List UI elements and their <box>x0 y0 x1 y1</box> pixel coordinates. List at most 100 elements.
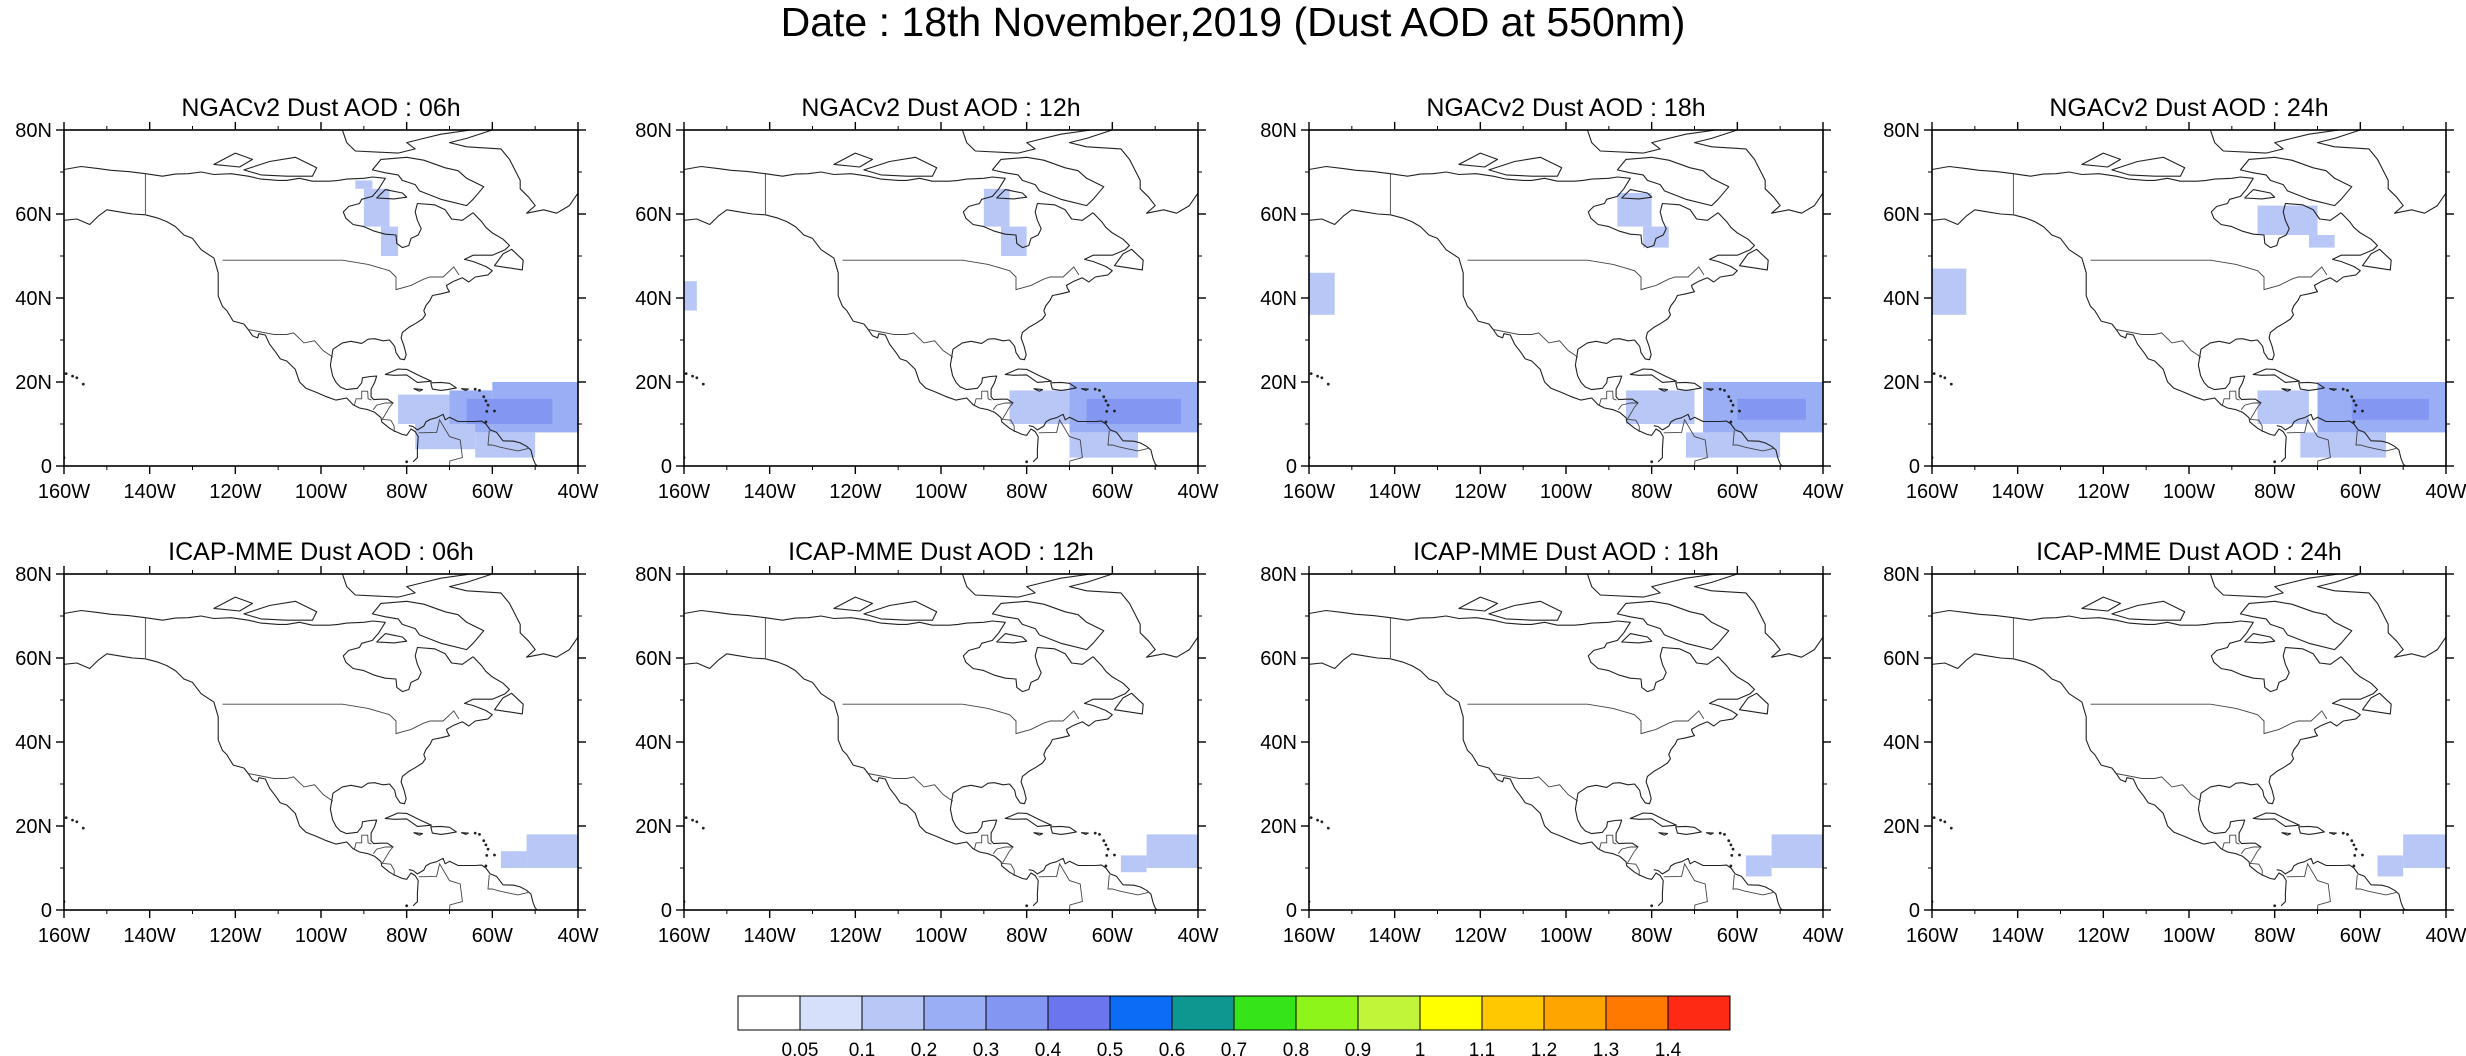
country-border <box>2221 834 2240 850</box>
panel-title: ICAP-MME Dust AOD : 24h <box>2036 538 2342 566</box>
map-svg: NGACv2 Dust AOD : 12h 160W 140W 120W 100W 80W… <box>635 94 1218 500</box>
country-border <box>1493 329 1579 358</box>
dust-aod-cell <box>1932 268 1967 315</box>
small-island <box>71 818 74 822</box>
dust-aod-cell <box>398 394 450 424</box>
lon-tick-label: 80W <box>2254 481 2295 500</box>
small-island <box>1320 376 1324 380</box>
lon-tick-label: 80W <box>1006 925 1047 944</box>
small-island <box>1723 833 1726 836</box>
small-island <box>493 853 496 857</box>
island-outline <box>1693 574 1823 658</box>
small-island <box>75 820 79 824</box>
lon-tick-label: 100W <box>915 481 967 500</box>
lat-tick-label: 80N <box>1883 120 1920 142</box>
lon-tick-label: 80W <box>1006 481 1047 500</box>
lon-tick-label: 140W <box>744 481 796 500</box>
small-island <box>1025 904 1029 908</box>
island-outline <box>1693 130 1823 214</box>
colorbar-box <box>1047 995 1111 1031</box>
small-island <box>1650 904 1654 908</box>
small-island <box>691 374 694 378</box>
colorbar-box <box>737 995 801 1031</box>
colorbar-box <box>1295 995 1359 1031</box>
lat-tick-label: 40N <box>1883 288 1920 310</box>
country-border <box>1107 874 1149 896</box>
small-island <box>1650 460 1654 464</box>
small-island <box>2361 409 2364 413</box>
island-outline <box>341 130 472 154</box>
coastline <box>1932 609 2342 693</box>
small-island <box>1949 382 1953 386</box>
colorbar-box <box>1481 995 1545 1031</box>
island-outline <box>2111 156 2186 177</box>
lat-tick-label: 20N <box>1883 372 1920 394</box>
island-outline <box>2361 692 2392 715</box>
panel-title: ICAP-MME Dust AOD : 12h <box>788 538 1094 566</box>
small-island <box>493 409 496 413</box>
map-svg: NGACv2 Dust AOD : 06h 160W 140W 120W 100W 80W… <box>15 94 598 500</box>
island-outline <box>341 574 472 598</box>
dust-aod-cell <box>1309 272 1335 315</box>
island-outline <box>448 574 578 658</box>
island-outline <box>1705 388 1714 391</box>
small-island <box>473 387 477 391</box>
lat-tick-label: 20N <box>15 816 52 838</box>
map-panel: ICAP-MME Dust AOD : 18h 160W 140W 120W 100W 8… <box>1245 504 1845 944</box>
island-outline <box>996 633 1028 644</box>
island-outline <box>2281 388 2292 392</box>
small-island <box>2352 420 2356 424</box>
small-island <box>2273 460 2277 464</box>
dust-aod-cell <box>1737 398 1806 420</box>
island-outline <box>2244 633 2276 644</box>
country-border <box>1598 834 1617 850</box>
lon-tick-label: 160W <box>1283 925 1335 944</box>
island-outline <box>991 600 1105 651</box>
small-island <box>2346 389 2349 392</box>
colorbar-label: 1.4 <box>1655 1040 1682 1056</box>
country-border <box>372 402 395 432</box>
island-outline <box>1629 812 1678 827</box>
coastline <box>2197 212 2379 404</box>
small-island <box>1093 831 1097 835</box>
lat-tick-label: 20N <box>635 372 672 394</box>
lat-tick-label: 20N <box>1260 816 1297 838</box>
small-island <box>1113 409 1116 413</box>
map-svg: ICAP-MME Dust AOD : 24h 160W 140W 120W 100W 8… <box>1883 538 2466 944</box>
map-panel: NGACv2 Dust AOD : 18h 160W 140W 120W 100W 80W… <box>1245 60 1845 500</box>
map-panel: NGACv2 Dust AOD : 06h 160W 140W 120W 100W 80W… <box>0 60 600 500</box>
small-island <box>81 382 85 386</box>
country-border <box>2286 418 2331 466</box>
colorbar-box <box>1109 995 1173 1031</box>
coastline <box>1932 209 2287 463</box>
small-island <box>1939 818 1942 822</box>
colorbar-box <box>923 995 987 1031</box>
colorbar-box <box>1667 995 1731 1031</box>
small-island <box>1098 833 1101 836</box>
small-island <box>1326 382 1330 386</box>
country-border <box>487 874 529 896</box>
small-island <box>1104 420 1108 424</box>
lat-tick-label: 0 <box>41 900 52 922</box>
coastline <box>64 653 419 907</box>
lat-tick-label: 0 <box>1286 900 1297 922</box>
small-island <box>1730 854 1734 857</box>
small-island <box>482 839 486 843</box>
country-border <box>1467 259 1705 291</box>
small-island <box>478 389 481 392</box>
colorbar-label: 0.2 <box>911 1040 937 1056</box>
lon-tick-label: 40W <box>2425 925 2466 944</box>
small-island <box>1316 818 1319 822</box>
dust-aod-cell <box>2377 855 2404 877</box>
small-island <box>71 374 74 378</box>
colorbar-label: 0.7 <box>1221 1040 1247 1056</box>
coastline <box>2276 413 2406 466</box>
map-svg: ICAP-MME Dust AOD : 06h 160W 140W 120W 100W 8… <box>15 538 598 944</box>
island-outline <box>961 574 1092 598</box>
coastline <box>1309 609 1719 693</box>
lat-tick-label: 0 <box>1286 456 1297 478</box>
lon-tick-label: 40W <box>1177 925 1218 944</box>
coastline <box>329 656 511 848</box>
country-border <box>418 862 463 910</box>
lon-tick-label: 80W <box>1631 925 1672 944</box>
